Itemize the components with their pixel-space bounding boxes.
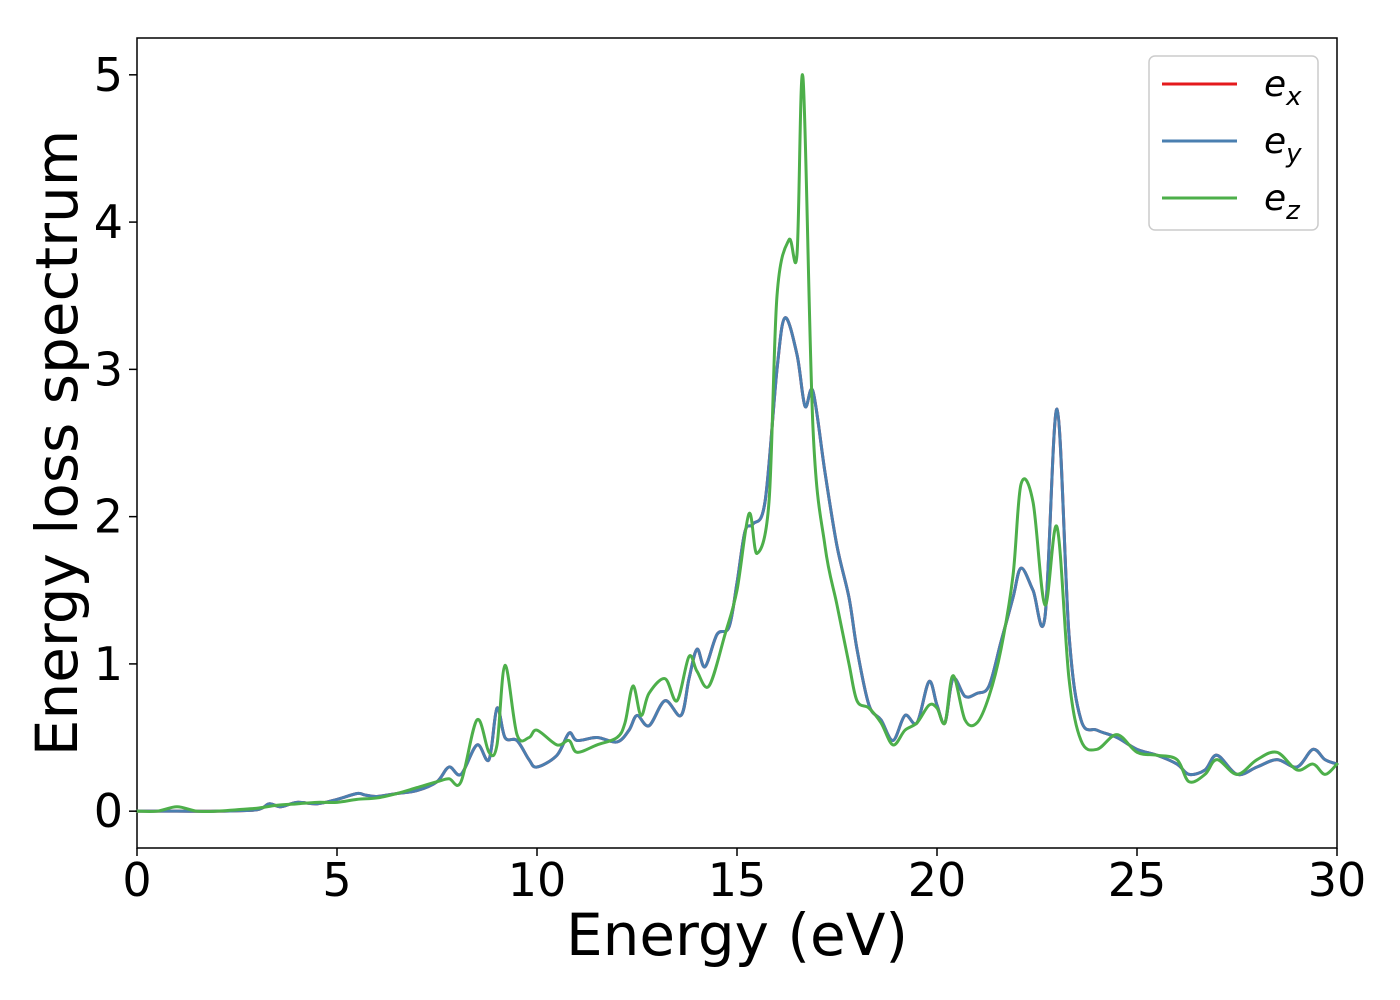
y-tick-label: 4 <box>94 195 123 249</box>
x-tick-label: 15 <box>708 853 767 907</box>
x-axis-label: Energy (eV) <box>566 901 908 969</box>
legend: ex ey ez <box>1148 55 1319 231</box>
x-axis-ticks: 0 5 10 15 20 25 30 <box>122 848 1366 907</box>
legend-label-ez: ez <box>1264 178 1301 226</box>
x-tick-label: 20 <box>908 853 967 907</box>
y-axis-label: Energy loss spectrum <box>23 130 91 756</box>
legend-label-ey: ey <box>1264 121 1302 169</box>
x-tick-label: 0 <box>122 853 151 907</box>
y-axis-ticks: 0 1 2 3 4 5 <box>94 48 137 838</box>
x-tick-label: 5 <box>322 853 351 907</box>
x-tick-label: 10 <box>508 853 567 907</box>
legend-frame <box>1148 55 1319 231</box>
x-tick-label: 30 <box>1308 853 1367 907</box>
plot-area: 0 5 10 15 20 25 30 0 1 2 3 4 5 <box>94 37 1366 907</box>
legend-entries: ex ey ez <box>1162 64 1302 226</box>
y-tick-label: 2 <box>94 490 123 544</box>
y-tick-label: 5 <box>94 48 123 102</box>
series-line-ex <box>135 316 1339 813</box>
series-layer <box>135 73 1339 814</box>
y-tick-label: 1 <box>94 637 123 691</box>
legend-label-ex: ex <box>1264 64 1302 112</box>
series-line-ey <box>135 316 1339 813</box>
series-line-ez <box>135 73 1339 814</box>
x-tick-label: 25 <box>1108 853 1167 907</box>
y-tick-label: 3 <box>94 342 123 396</box>
y-tick-label: 0 <box>94 784 123 838</box>
